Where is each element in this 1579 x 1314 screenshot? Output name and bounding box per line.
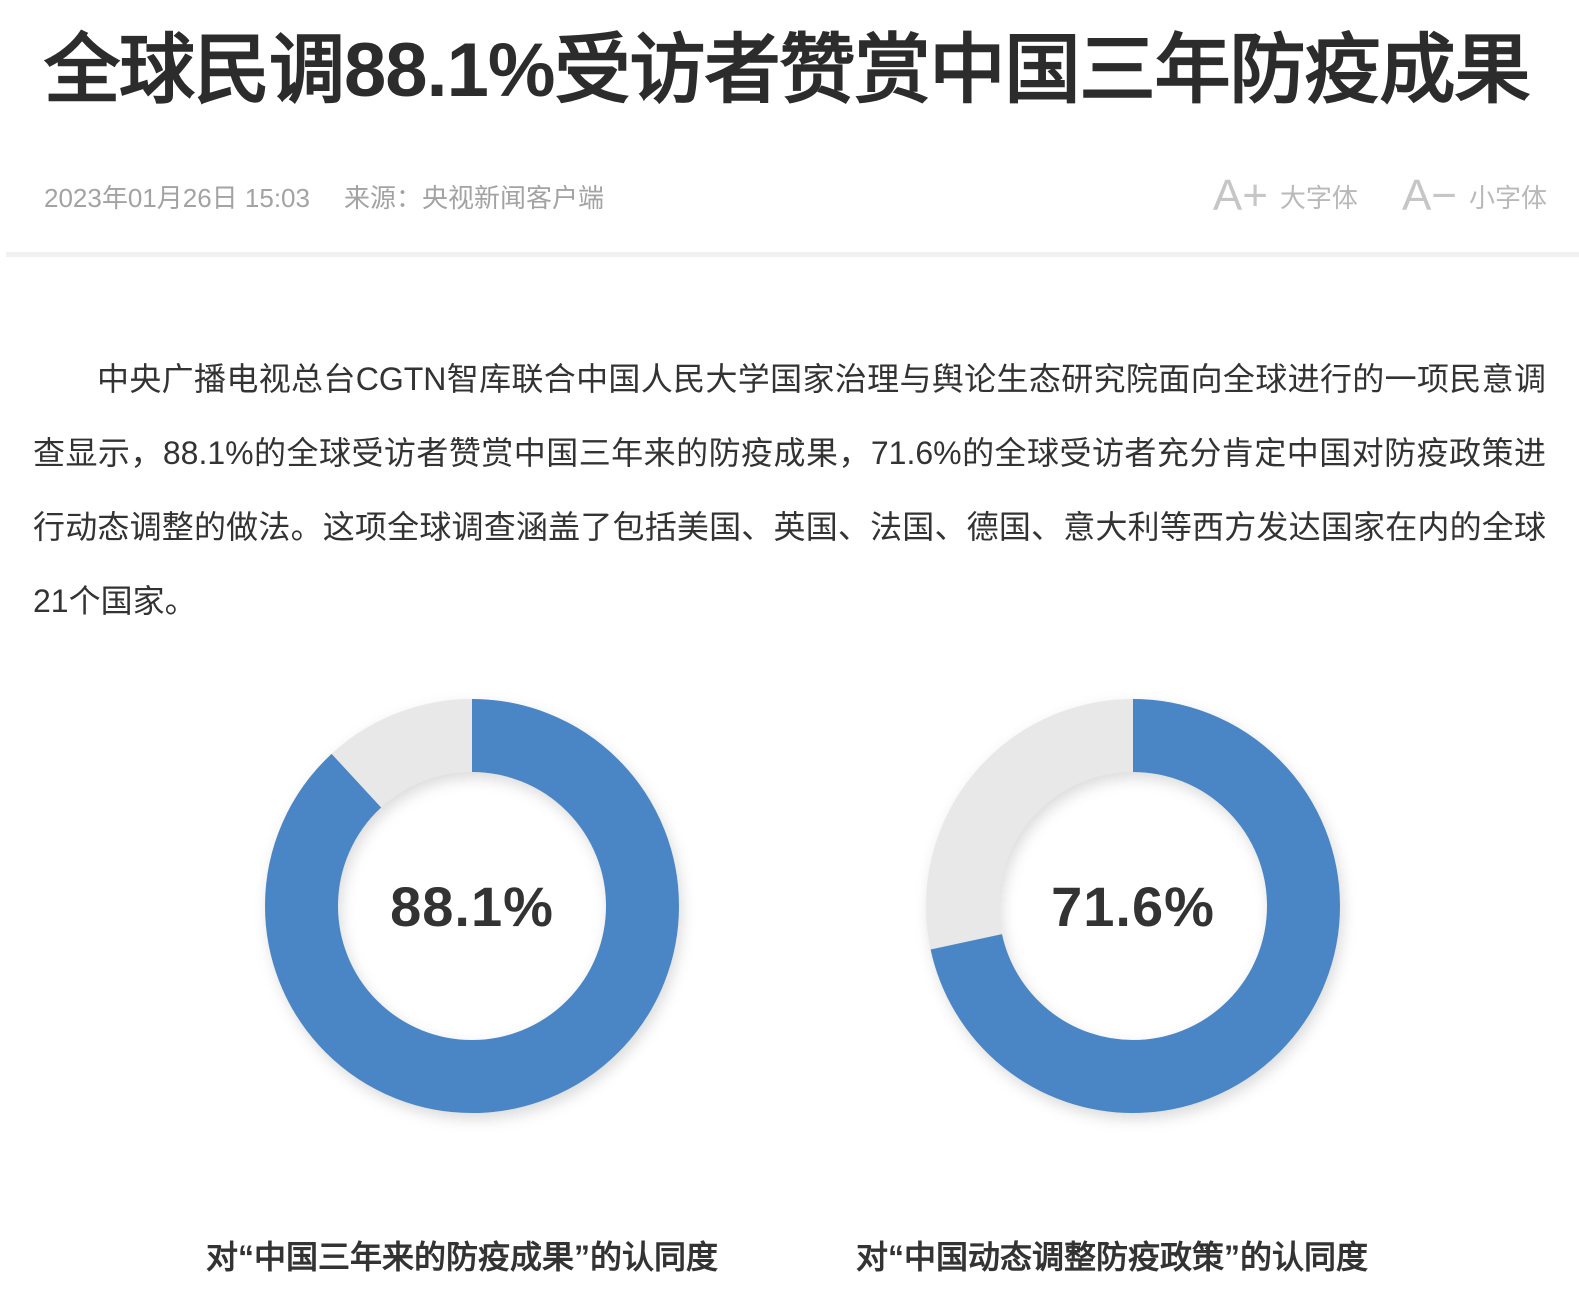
donut-chart-2 [926,699,1340,1113]
donut-chart-figure-2: 71.6% [913,686,1353,1126]
chart-caption-1: 对“中国三年来的防疫成果”的认同度 [205,1239,718,1275]
publish-datetime: 2023年01月26日 15:03 [44,182,310,213]
font-decrease-icon: A− [1401,171,1457,220]
font-increase-icon: A+ [1212,171,1268,220]
donut-chart-figure-1: 88.1% [252,686,692,1126]
font-decrease-label: 小字体 [1468,182,1547,213]
source-label: 来源：央视新闻客户端 [343,182,604,213]
donut-value-label-2: 71.6% [1051,874,1215,938]
donut-chart-1 [265,699,679,1113]
font-size-controls: A+ 大字体 A− 小字体 [1213,174,1547,218]
font-decrease-button[interactable]: A− 小字体 [1402,174,1547,218]
chart-caption-2: 对“中国动态调整防疫政策”的认同度 [855,1239,1368,1275]
font-increase-label: 大字体 [1279,182,1358,213]
article-meta-row: 2023年01月26日 15:03 来源：央视新闻客户端 A+ 大字体 A− 小… [44,170,1547,222]
donut-value-label-1: 88.1% [390,874,554,938]
font-increase-button[interactable]: A+ 大字体 [1213,174,1358,218]
header-divider [6,252,1579,257]
article-paragraph: 中央广播电视总台CGTN智库联合中国人民大学国家治理与舆论生态研究院面向全球进行… [33,361,1546,619]
page-title: 全球民调88.1%受访者赞赏中国三年防疫成果 [44,28,1531,113]
